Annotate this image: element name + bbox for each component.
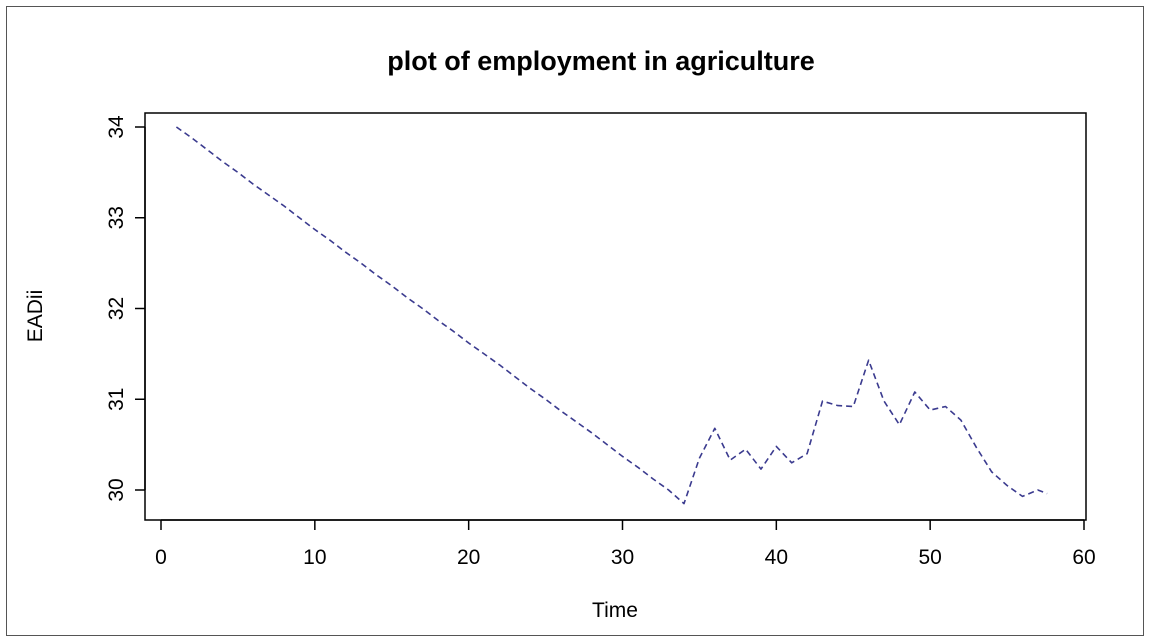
chart-frame [6, 6, 1144, 636]
x-tick-label: 30 [611, 546, 634, 569]
y-axis: 30 31 32 33 34 [105, 115, 146, 502]
x-tick-label: 20 [457, 546, 480, 569]
plot-area-border [144, 112, 1087, 521]
x-tick-label: 60 [1072, 546, 1095, 569]
y-tick-label: 32 [105, 297, 128, 320]
series-line [175, 126, 1048, 505]
y-tick-label: 30 [105, 478, 128, 501]
x-tick-label: 40 [765, 546, 788, 569]
x-axis-label: Time [592, 599, 638, 622]
series-layer [175, 126, 1048, 505]
x-tick-label: 10 [303, 546, 326, 569]
y-tick-label: 31 [105, 388, 128, 411]
x-tick-label: 0 [155, 546, 167, 569]
x-tick-label: 50 [918, 546, 941, 569]
x-axis: 0 10 20 30 40 50 60 [155, 519, 1096, 569]
chart-title: plot of employment in agriculture [387, 46, 815, 76]
y-tick-label: 34 [105, 115, 128, 139]
y-axis-label: EADii [24, 290, 47, 343]
y-tick-label: 33 [105, 206, 128, 229]
